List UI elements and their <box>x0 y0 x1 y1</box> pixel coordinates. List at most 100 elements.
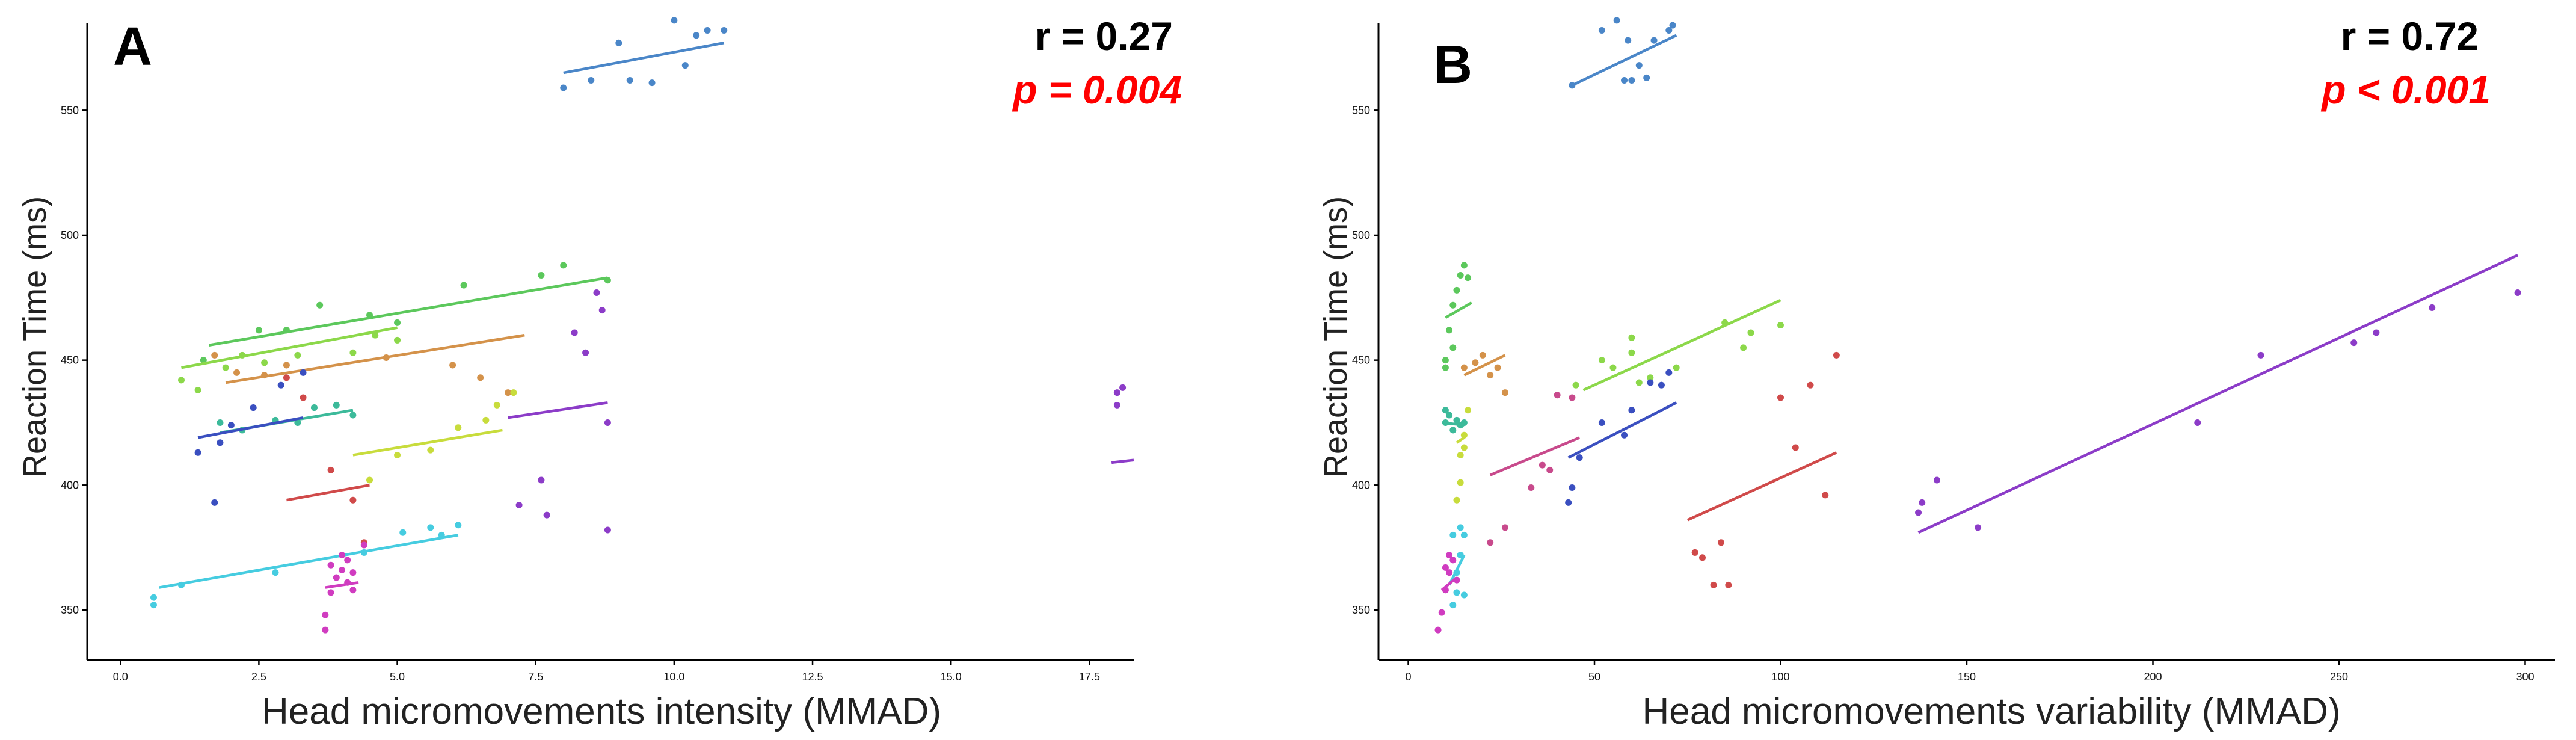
data-point-cyan <box>150 602 157 609</box>
data-point-magenta <box>1449 557 1457 564</box>
data-point-navy <box>1621 431 1628 439</box>
data-point-yellowgreen <box>1457 479 1464 486</box>
data-point-purple <box>2194 419 2201 426</box>
panel-b: 0 50 100 150 200 250 300 350 400 450 500 550 B r = … <box>1288 0 2575 740</box>
data-point-blue <box>693 32 700 39</box>
data-point-lightgreen <box>1740 344 1747 351</box>
data-point-orange <box>211 351 218 359</box>
data-point-lightgreen <box>1635 379 1643 386</box>
data-point-green <box>1460 262 1468 269</box>
data-point-teal <box>217 419 224 426</box>
data-point-red <box>1725 581 1732 588</box>
data-point-lightgreen <box>1777 322 1784 329</box>
data-point-purple <box>2373 329 2380 336</box>
data-point-purple <box>604 419 611 426</box>
data-point-orange <box>449 362 456 369</box>
data-point-green <box>394 319 401 326</box>
data-point-cyan <box>399 529 407 536</box>
y-tick-label: 450 <box>61 354 79 366</box>
data-point-blue <box>1598 26 1605 34</box>
fit-line-purple <box>508 401 608 419</box>
data-point-blue <box>615 39 622 46</box>
data-point-blue <box>588 77 595 84</box>
data-point-green <box>1453 286 1460 294</box>
data-point-magenta <box>327 561 334 569</box>
fit-line-magenta <box>325 581 359 589</box>
fit-line-orange <box>225 333 525 384</box>
data-point-purple <box>1119 384 1127 391</box>
data-point-red <box>1822 492 1829 499</box>
data-point-cyan <box>1460 591 1468 599</box>
data-point-blue <box>1635 62 1643 69</box>
data-point-navy <box>1565 499 1572 506</box>
data-point-purple <box>1113 401 1120 409</box>
data-point-orange <box>477 374 484 381</box>
data-point-yellowgreen <box>1453 496 1460 504</box>
data-point-lightgreen <box>222 364 229 371</box>
data-point-green <box>1449 301 1457 309</box>
data-point-blue <box>1613 17 1620 24</box>
data-point-red <box>1792 444 1799 451</box>
data-point-lightgreen <box>1572 381 1579 389</box>
data-point-lightgreen <box>1598 357 1605 364</box>
data-point-orange <box>505 389 512 396</box>
data-point-magenta <box>344 557 351 564</box>
data-point-orange <box>1479 351 1486 359</box>
y-axis-label: Reaction Time (ms) <box>17 196 53 478</box>
correlation-r: r = 0.27 <box>1035 14 1173 58</box>
fit-line-red <box>1686 451 1837 522</box>
data-point-blue <box>626 77 633 84</box>
data-point-teal <box>349 412 357 419</box>
data-point-purple <box>2257 351 2264 359</box>
data-point-magenta <box>333 574 340 581</box>
data-point-blue <box>1625 37 1632 44</box>
data-point-pink <box>1501 524 1508 531</box>
data-point-magenta <box>1434 626 1442 634</box>
data-point-teal <box>1453 416 1460 424</box>
y-axis-label: Reaction Time (ms) <box>1318 196 1354 478</box>
data-point-navy <box>1628 407 1635 414</box>
data-point-green <box>200 357 207 364</box>
data-point-green <box>1457 271 1464 279</box>
data-point-yellowgreen <box>394 451 401 458</box>
y-tick-label: 500 <box>61 229 79 241</box>
y-tick-label: 450 <box>1352 354 1370 366</box>
data-point-orange <box>1487 372 1494 379</box>
data-point-purple <box>2429 304 2436 311</box>
data-point-blue <box>560 84 567 91</box>
data-point-cyan <box>1460 531 1468 538</box>
data-point-cyan <box>1453 589 1460 596</box>
data-point-magenta <box>338 552 345 559</box>
data-point-purple <box>2350 339 2358 347</box>
fit-line-orange <box>1463 354 1506 377</box>
data-point-navy <box>1647 379 1654 386</box>
data-point-teal <box>1446 412 1453 419</box>
data-point-yellowgreen <box>1465 407 1472 414</box>
fit-line-yellowgreen <box>1456 436 1465 444</box>
data-point-red <box>283 374 290 381</box>
correlation-r: r = 0.72 <box>2341 14 2479 58</box>
data-point-purple <box>515 502 523 509</box>
data-point-lightgreen <box>1747 329 1754 336</box>
data-point-purple <box>604 526 611 534</box>
x-tick-label: 50 <box>1588 671 1600 683</box>
data-point-pink <box>1546 466 1554 473</box>
x-tick-label: 0 <box>1406 671 1412 683</box>
data-point-purple <box>1919 499 1926 506</box>
data-point-red <box>1691 549 1698 556</box>
data-point-green <box>538 271 545 279</box>
data-point-blue <box>671 17 678 24</box>
y-tick-label: 550 <box>61 104 79 116</box>
x-tick-label: 17.5 <box>1079 671 1100 683</box>
x-tick-label: 5.0 <box>390 671 405 683</box>
data-point-lightgreen <box>372 331 379 339</box>
data-point-orange <box>283 362 290 369</box>
data-point-purple <box>1933 476 1940 484</box>
data-point-red <box>1777 394 1784 401</box>
scatter-plot-b: 0 50 100 150 200 250 300 350 400 450 500 550 B r = … <box>1318 14 2555 732</box>
data-point-magenta <box>349 587 357 594</box>
data-point-navy <box>1658 381 1665 389</box>
data-point-pink <box>1569 394 1576 401</box>
data-point-lightgreen <box>294 351 301 359</box>
fit-line-purple <box>1111 458 1134 464</box>
